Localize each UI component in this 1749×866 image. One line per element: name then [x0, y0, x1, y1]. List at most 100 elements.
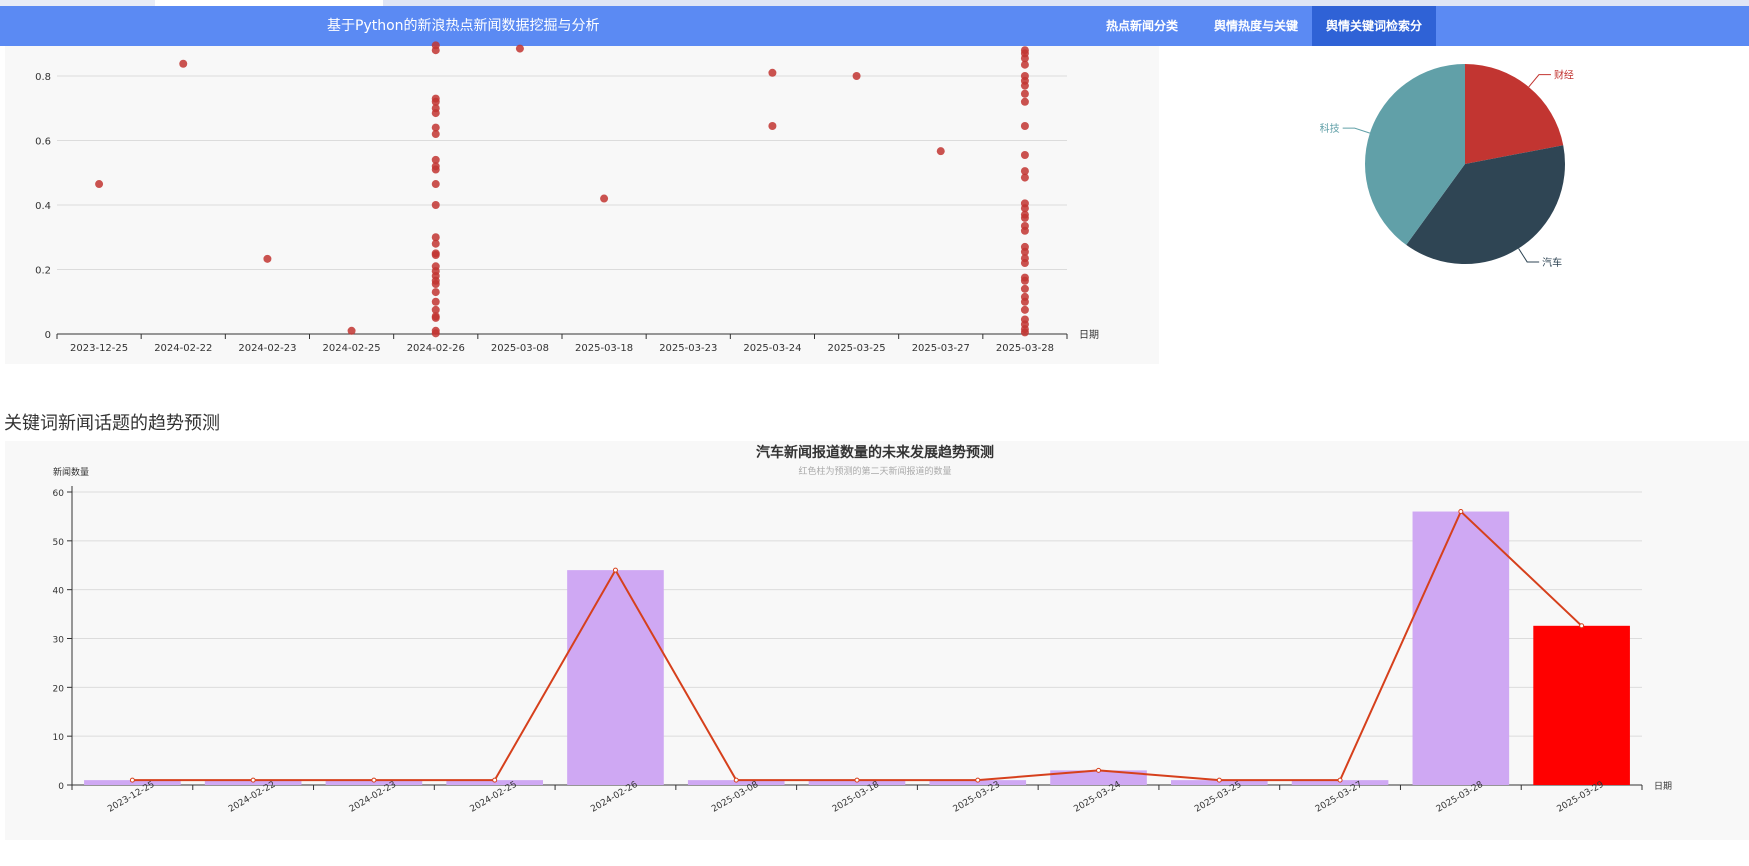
- scatter-point: [431, 233, 440, 242]
- scatter-point: [179, 59, 188, 68]
- trend-y-tick-label: 0: [58, 782, 64, 792]
- scatter-x-tick-label: 2025-03-08: [491, 343, 549, 354]
- trend-line-point: [1216, 777, 1222, 783]
- scatter-point: [768, 121, 777, 130]
- scatter-point: [431, 46, 440, 55]
- trend-y-axis-label: 新闻数量: [53, 466, 89, 478]
- trend-chart-subtitle: 红色柱为预测的第二天新闻报道的数量: [798, 465, 951, 477]
- browser-tab[interactable]: [0, 0, 155, 6]
- trend-line-point: [129, 777, 135, 783]
- scatter-point: [1020, 259, 1029, 268]
- pie-chart-panel: 财经 汽车 科技: [1165, 46, 1749, 364]
- scatter-x-tick-label: 2025-03-18: [575, 343, 633, 354]
- trend-chart-panel: 汽车新闻报道数量的未来发展趋势预测 红色柱为预测的第二天新闻报道的数量 新闻数量 0 1…: [5, 441, 1749, 840]
- scatter-point: [431, 329, 440, 338]
- nav-item-keyword-search-analysis[interactable]: 舆情关键词检索分析: [1312, 6, 1436, 73]
- scatter-y-tick-label: 0.4: [35, 201, 51, 212]
- scatter-y-tick-label: 0: [45, 330, 51, 341]
- trend-line-point: [250, 777, 256, 783]
- scatter-point: [431, 109, 440, 118]
- trend-y-tick-label: 10: [53, 733, 65, 743]
- pie-label-line: [1528, 74, 1551, 88]
- scatter-point: [1020, 276, 1029, 285]
- scatter-point: [1020, 97, 1029, 106]
- scatter-point: [431, 123, 440, 132]
- scatter-point: [431, 305, 440, 314]
- scatter-point: [1020, 151, 1029, 160]
- scatter-x-tick-label: 2024-02-25: [323, 343, 381, 354]
- scatter-point: [431, 130, 440, 139]
- trend-line-point: [492, 777, 498, 783]
- scatter-point: [515, 44, 524, 53]
- scatter-point: [431, 201, 440, 209]
- scatter-point: [768, 68, 777, 77]
- scatter-point: [263, 254, 272, 263]
- trend-line-point: [854, 777, 860, 783]
- site-title: 基于Python的新浪热点新闻数据挖掘与分析: [327, 18, 600, 34]
- scatter-x-tick-label: 2024-02-23: [238, 343, 296, 354]
- pie-label-line: [1518, 248, 1540, 263]
- pie-slice: [1465, 64, 1564, 164]
- trend-y-tick-label: 60: [53, 489, 65, 499]
- scatter-point: [1020, 213, 1029, 222]
- scatter-point: [431, 288, 440, 297]
- trend-line-point: [733, 777, 739, 783]
- scatter-point: [1020, 284, 1029, 293]
- pie-slice: [1365, 64, 1465, 245]
- scatter-x-tick-label: 2025-03-23: [659, 343, 717, 354]
- scatter-point: [1020, 81, 1029, 90]
- scatter-point: [1020, 247, 1029, 256]
- trend-y-tick-label: 30: [53, 636, 65, 646]
- scatter-point: [1020, 226, 1029, 235]
- nav-item-sentiment-keyword-analysis[interactable]: 舆情热度与关键词分析: [1213, 19, 1298, 73]
- scatter-point: [95, 180, 104, 189]
- scatter-x-tick-label: 2025-03-27: [912, 343, 970, 354]
- scatter-point: [347, 326, 356, 335]
- trend-bar: [1412, 511, 1510, 785]
- scatter-point: [1020, 305, 1029, 314]
- scatter-y-tick-label: 0.2: [35, 266, 51, 277]
- pie-label-line: [1342, 127, 1371, 134]
- trend-y-tick-label: 40: [53, 587, 65, 597]
- trend-bar: [1050, 770, 1147, 785]
- scatter-point: [1020, 60, 1029, 69]
- trend-line-point: [371, 777, 377, 783]
- trend-x-axis-label: 日期: [1654, 781, 1672, 792]
- nav-item-hot-news-classification[interactable]: 热点新闻分类: [1105, 19, 1178, 33]
- scatter-y-tick-label: 0.6: [35, 137, 51, 148]
- trend-bar: [567, 570, 664, 785]
- scatter-x-tick-label: 2024-02-26: [407, 343, 465, 354]
- scatter-point: [1020, 89, 1029, 98]
- scatter-x-tick-label: 2023-12-25: [70, 343, 128, 354]
- scatter-point: [431, 313, 440, 322]
- scatter-point: [431, 155, 440, 164]
- browser-tab-strip: [0, 0, 1749, 6]
- trend-line-point: [1458, 509, 1464, 515]
- section-title: 关键词新闻话题的趋势预测: [4, 413, 220, 434]
- scatter-point: [1020, 173, 1029, 182]
- scatter-point: [431, 280, 440, 289]
- scatter-x-tick-label: 2025-03-25: [828, 343, 886, 354]
- scatter-point: [431, 165, 440, 174]
- scatter-x-tick-label: 2025-03-24: [743, 343, 801, 354]
- pie-slice-label: 汽车: [1542, 256, 1562, 269]
- scatter-x-tick-label: 2024-02-22: [154, 343, 212, 354]
- scatter-point: [1020, 204, 1029, 213]
- trend-y-tick-label: 20: [53, 684, 65, 694]
- scatter-point: [936, 147, 945, 156]
- trend-line-point: [1579, 623, 1585, 629]
- scatter-y-tick-label: 0.8: [35, 72, 51, 83]
- scatter-point: [600, 194, 609, 203]
- scatter-point: [1020, 121, 1029, 130]
- trend-line-point: [612, 567, 618, 573]
- scatter-point: [431, 239, 440, 248]
- top-navbar: 基于Python的新浪热点新闻数据挖掘与分析 热点新闻分类 舆情热度与关键词分析…: [0, 6, 1749, 73]
- scatter-x-axis-label: 日期: [1079, 329, 1099, 341]
- scatter-chart-panel: 0 0.2 0.4 0.6 0.8 2023-12-25 2024-02-22 2024-02…: [5, 41, 1159, 364]
- pie-slice-label: 科技: [1320, 122, 1340, 135]
- trend-y-tick-label: 50: [53, 538, 65, 548]
- scatter-point: [1020, 297, 1029, 306]
- browser-tab-active[interactable]: [155, 0, 383, 6]
- scatter-point: [431, 250, 440, 259]
